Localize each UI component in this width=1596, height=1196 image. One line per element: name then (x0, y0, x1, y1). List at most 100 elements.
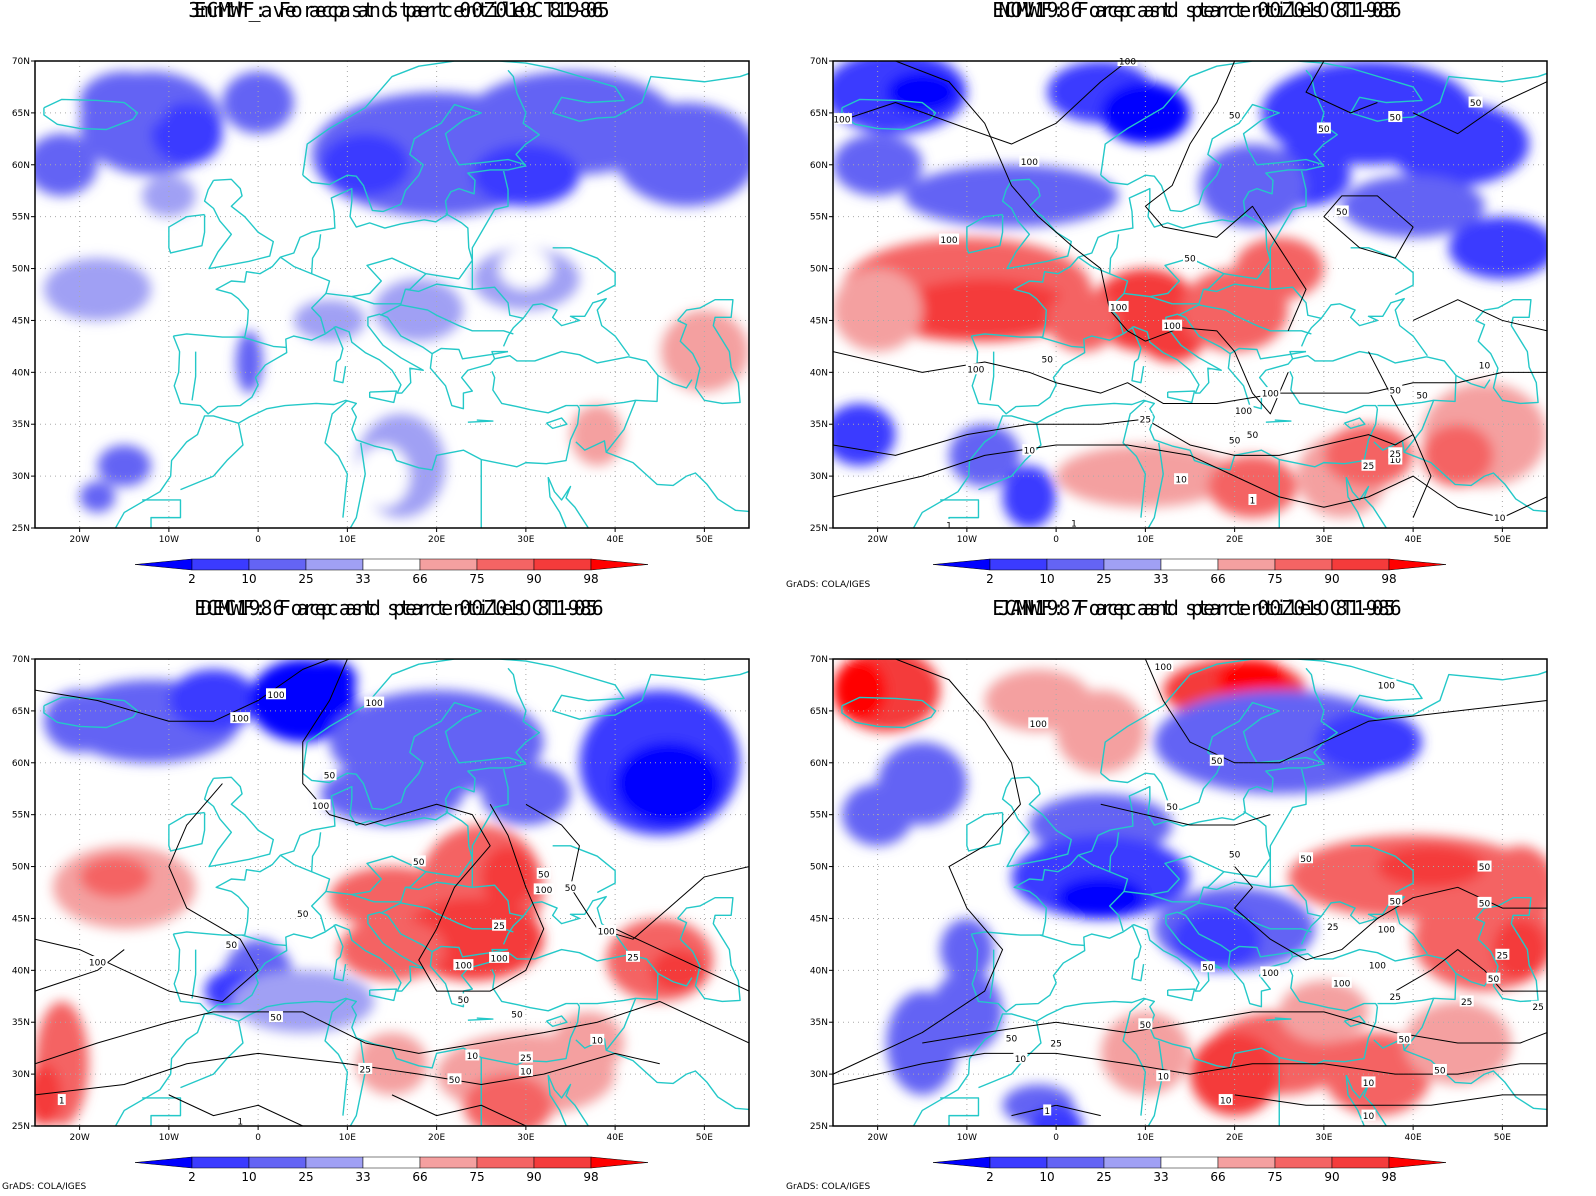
colorbar-label: 98 (1381, 1170, 1396, 1184)
colorbar-swatch (1046, 1156, 1105, 1169)
latitude-label: 35N (810, 420, 828, 430)
shaded-region (302, 659, 357, 701)
shaded-region (1198, 144, 1307, 228)
shaded-region (615, 742, 723, 826)
colorbar-label: 66 (1210, 572, 1225, 586)
colorbar-swatch (533, 1156, 592, 1169)
contour-label: 10 (1024, 447, 1036, 457)
contour-label-bg (945, 518, 954, 530)
contour-label-bg (1040, 352, 1055, 364)
colorbar-arrow-low (134, 1156, 193, 1169)
shaded-region (1234, 237, 1324, 300)
contour-label: 50 (1479, 899, 1491, 909)
contour-label-bg (1138, 413, 1153, 425)
colorbar-label: 25 (1096, 1170, 1111, 1184)
map-plot: 70N 65N 60N 55N 50N 45N 40N 35N 30N 25N 20W 10W 0 10E… (12, 57, 750, 586)
colorbar-label: 25 (298, 1170, 313, 1184)
shaded-region (374, 278, 464, 342)
shaded-region (142, 175, 196, 217)
colorbar-label: 25 (298, 572, 313, 586)
contour-label-bg (465, 1049, 480, 1061)
colorbar-swatch (989, 1156, 1048, 1169)
contour-label: 100 (1262, 969, 1279, 979)
colorbar-swatch (989, 558, 1048, 571)
shaded-region (151, 102, 223, 165)
shaded-region (481, 845, 535, 909)
contour-label: 50 (1434, 1066, 1446, 1076)
contour-label: 25 (1497, 951, 1508, 961)
longitude-label: 20E (1226, 1133, 1243, 1143)
longitude-label: 50E (1494, 535, 1511, 545)
contour-label: 50 (1318, 125, 1330, 135)
longitude-label: 10W (159, 1133, 179, 1143)
colorbar-label: 75 (469, 1170, 484, 1184)
shaded-region (552, 1011, 625, 1075)
colorbar-swatch (1160, 1156, 1219, 1169)
contour-label-bg (1156, 1070, 1171, 1082)
colorbar-label: 10 (1039, 1170, 1054, 1184)
panel-jan1987: JAN1987 acp and percentiles 81-05 ECMWF:… (786, 596, 1596, 1196)
contour-label: 10 (1175, 476, 1187, 486)
contour-label-bg (358, 1062, 373, 1074)
colorbar-label: 75 (1267, 1170, 1282, 1184)
colorbar-label: 2 (188, 1170, 196, 1184)
latitude-label: 40N (12, 966, 30, 976)
contour-label-bg (236, 1114, 245, 1126)
latitude-label: 50N (12, 265, 30, 275)
contour-label-bg (492, 919, 507, 931)
contour-label-bg (1361, 1109, 1376, 1121)
shaded-region (1493, 918, 1547, 981)
contour-label-bg (1028, 717, 1049, 729)
contour-label-bg (1316, 122, 1331, 134)
contour-label-bg (1388, 111, 1403, 123)
contour-label-bg (625, 950, 640, 962)
contour-label: 100 (267, 691, 284, 701)
latitude-label: 70N (810, 57, 828, 67)
longitude-label: 10E (1137, 535, 1154, 545)
contour-label: 100 (455, 962, 472, 972)
map-frame (832, 60, 1548, 529)
contour-label: 10 (592, 1036, 604, 1046)
panel-title-line1: JAN1987 acp and percentiles 81-05 (998, 596, 1396, 620)
contour-label-bg (1004, 1031, 1019, 1043)
colorbar-arrow-low (932, 1156, 991, 1169)
shaded-region (1056, 690, 1146, 774)
contour-label-bg (1260, 966, 1281, 978)
contour-label-bg (1397, 1032, 1412, 1044)
latitude-label: 50N (810, 863, 828, 873)
contour-label: 10 (1157, 1073, 1169, 1083)
contour-label-bg (1069, 516, 1078, 528)
contour-label: 1 (237, 1117, 243, 1127)
panel-title-line1: NOV1986 acp and percentiles 81-05 (998, 0, 1396, 22)
contour-label: 50 (1211, 757, 1223, 767)
longitude-label: 0 (255, 535, 261, 545)
contour-label-bg (596, 924, 617, 936)
colorbar-swatch (1274, 1156, 1333, 1169)
contour-label: 50 (270, 1014, 282, 1024)
shaded-region (1386, 102, 1530, 186)
contour-label-bg (1299, 852, 1314, 864)
colorbar-swatch (1217, 558, 1276, 571)
contour-label-bg (1432, 1063, 1447, 1075)
latitude-label: 45N (810, 914, 828, 924)
colorbar-label: 33 (1153, 1170, 1168, 1184)
colorbar-swatch (1160, 558, 1219, 571)
colorbar-swatch (1103, 558, 1162, 571)
contour-label: 50 (511, 1010, 523, 1020)
contour-label: 50 (565, 884, 577, 894)
shaded-region (877, 742, 967, 826)
contour-label: 25 (1461, 998, 1472, 1008)
map-frame (34, 60, 750, 529)
contour-label-bg (1218, 1094, 1233, 1106)
colorbar-label: 2 (986, 1170, 994, 1184)
shaded-region (615, 102, 749, 207)
contour-label: 100 (535, 886, 552, 896)
contour-label: 50 (1229, 436, 1241, 446)
contour-label-bg (518, 1064, 533, 1076)
colorbar: 2 10 25 33 66 75 90 98 (932, 558, 1447, 586)
contour-label-bg (1022, 444, 1037, 456)
contour-label: 50 (458, 996, 470, 1006)
latitude-label: 60N (810, 161, 828, 171)
latitude-label: 30N (810, 472, 828, 482)
shaded-region (35, 133, 98, 196)
